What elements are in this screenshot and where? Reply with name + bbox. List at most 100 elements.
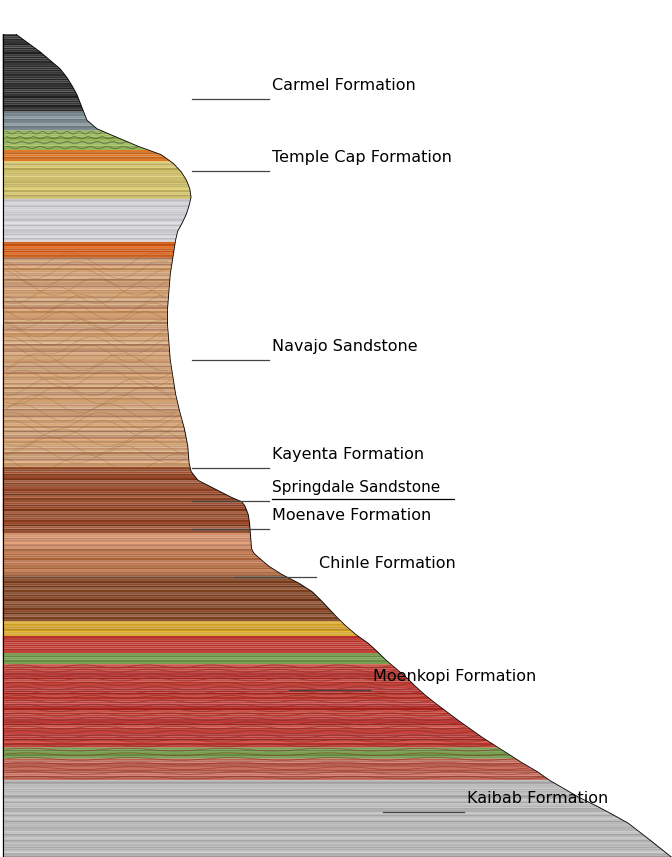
Polygon shape xyxy=(3,681,413,684)
Polygon shape xyxy=(3,396,177,398)
Polygon shape xyxy=(3,614,337,617)
Polygon shape xyxy=(3,536,251,537)
Polygon shape xyxy=(3,392,176,393)
Polygon shape xyxy=(3,287,169,290)
Polygon shape xyxy=(3,723,466,725)
Polygon shape xyxy=(3,567,275,570)
Polygon shape xyxy=(3,344,169,346)
Polygon shape xyxy=(3,157,168,159)
Polygon shape xyxy=(3,107,83,109)
Polygon shape xyxy=(3,422,183,423)
Polygon shape xyxy=(3,617,339,619)
Polygon shape xyxy=(3,428,185,430)
Polygon shape xyxy=(3,506,247,509)
Polygon shape xyxy=(3,423,184,426)
Polygon shape xyxy=(3,649,377,651)
Polygon shape xyxy=(3,348,170,351)
Polygon shape xyxy=(3,773,544,776)
Polygon shape xyxy=(3,426,185,428)
Polygon shape xyxy=(3,629,353,631)
Polygon shape xyxy=(3,242,176,244)
Polygon shape xyxy=(3,320,168,322)
Polygon shape xyxy=(3,58,51,61)
Polygon shape xyxy=(3,406,179,409)
Polygon shape xyxy=(3,279,170,281)
Polygon shape xyxy=(3,188,190,190)
Text: Moenave Formation: Moenave Formation xyxy=(272,507,431,523)
Polygon shape xyxy=(3,225,182,226)
Polygon shape xyxy=(3,192,191,195)
Polygon shape xyxy=(3,240,176,242)
Polygon shape xyxy=(3,159,171,161)
Polygon shape xyxy=(3,478,199,480)
Polygon shape xyxy=(3,372,173,374)
Polygon shape xyxy=(3,250,175,253)
Polygon shape xyxy=(3,804,597,806)
Text: Springdale Sandstone: Springdale Sandstone xyxy=(272,480,440,495)
Polygon shape xyxy=(3,680,411,681)
Polygon shape xyxy=(3,303,169,305)
Polygon shape xyxy=(3,339,169,342)
Polygon shape xyxy=(3,765,530,767)
Polygon shape xyxy=(3,454,189,456)
Polygon shape xyxy=(3,767,534,770)
Polygon shape xyxy=(3,147,149,150)
Polygon shape xyxy=(3,47,38,50)
Polygon shape xyxy=(3,39,26,41)
Polygon shape xyxy=(3,784,560,787)
Polygon shape xyxy=(3,778,550,780)
Polygon shape xyxy=(3,540,251,542)
Polygon shape xyxy=(3,677,409,680)
Polygon shape xyxy=(3,570,279,572)
Polygon shape xyxy=(3,816,621,818)
Polygon shape xyxy=(3,357,171,359)
Polygon shape xyxy=(3,382,175,385)
Polygon shape xyxy=(3,524,250,526)
Polygon shape xyxy=(3,143,138,146)
Polygon shape xyxy=(3,578,296,581)
Polygon shape xyxy=(3,135,117,137)
Polygon shape xyxy=(3,114,86,116)
Polygon shape xyxy=(3,574,287,577)
Polygon shape xyxy=(3,624,347,626)
Polygon shape xyxy=(3,495,234,498)
Polygon shape xyxy=(3,335,169,337)
Polygon shape xyxy=(3,812,613,814)
Polygon shape xyxy=(3,500,243,502)
Polygon shape xyxy=(3,249,175,250)
Text: Moenkopi Formation: Moenkopi Formation xyxy=(373,668,536,684)
Polygon shape xyxy=(3,730,475,732)
Polygon shape xyxy=(3,253,174,255)
Polygon shape xyxy=(3,170,182,172)
Polygon shape xyxy=(3,164,176,165)
Polygon shape xyxy=(3,233,177,236)
Polygon shape xyxy=(3,725,469,728)
Polygon shape xyxy=(3,806,601,807)
Polygon shape xyxy=(3,710,448,712)
Polygon shape xyxy=(3,653,382,656)
Polygon shape xyxy=(3,782,557,784)
Polygon shape xyxy=(3,374,173,376)
Polygon shape xyxy=(3,419,183,422)
Polygon shape xyxy=(3,268,171,270)
Polygon shape xyxy=(3,485,212,487)
Polygon shape xyxy=(3,491,224,494)
Polygon shape xyxy=(3,548,253,551)
Polygon shape xyxy=(3,433,186,434)
Polygon shape xyxy=(3,285,170,287)
Polygon shape xyxy=(3,831,642,833)
Polygon shape xyxy=(3,434,186,437)
Polygon shape xyxy=(3,307,168,309)
Polygon shape xyxy=(3,118,89,121)
Polygon shape xyxy=(3,603,327,606)
Polygon shape xyxy=(3,331,169,333)
Text: Carmel Formation: Carmel Formation xyxy=(272,77,416,93)
Polygon shape xyxy=(3,823,631,824)
Polygon shape xyxy=(3,381,174,382)
Polygon shape xyxy=(3,530,251,533)
Polygon shape xyxy=(3,175,185,177)
Polygon shape xyxy=(3,583,303,585)
Polygon shape xyxy=(3,487,216,489)
Polygon shape xyxy=(3,273,171,274)
Polygon shape xyxy=(3,824,634,827)
